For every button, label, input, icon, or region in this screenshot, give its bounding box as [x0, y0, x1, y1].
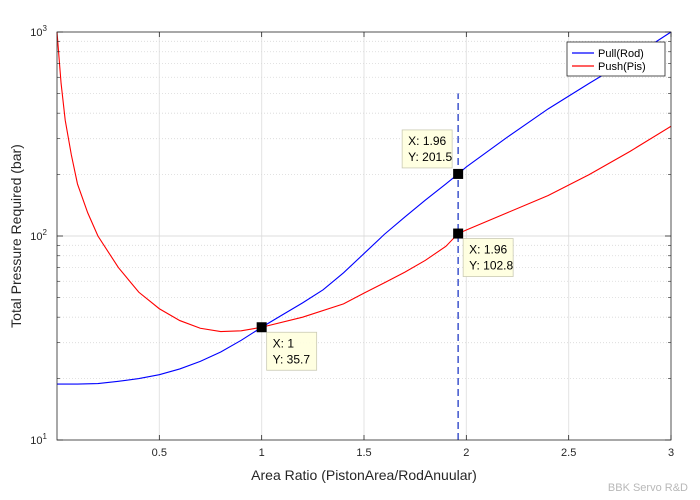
datatip-y-text: Y: 102.8	[469, 259, 513, 273]
grid	[57, 32, 671, 440]
datatip: X: 1.96 Y: 201.5	[401, 129, 464, 179]
legend-box	[566, 41, 666, 77]
legend: Pull(Rod)Push(Pis)	[566, 41, 666, 77]
x-axis-label: Area Ratio (PistonArea/RodAnuular)	[251, 467, 477, 483]
y-tick-label: 102	[30, 228, 47, 243]
datatip-box	[401, 129, 453, 169]
datatip-x-text: X: 1.96	[469, 243, 507, 257]
x-tick-label: 2.5	[561, 447, 576, 459]
y-tick-label: 101	[30, 432, 47, 447]
legend-entry: Pull(Rod)	[598, 48, 644, 60]
y-tick-exponent: 1	[43, 432, 48, 441]
x-tick-label: 3	[668, 447, 674, 459]
datatip-layer: X: 1 Y: 35.7 X: 1.96 Y: 201.5 X: 1.96 Y: 102.…	[256, 129, 514, 371]
x-tick-label: 2	[463, 447, 469, 459]
datatip-x-text: X: 1.96	[408, 134, 446, 148]
tick-layer: 0.5 1 1.5 2 2.5 3 101 102 103	[30, 24, 674, 459]
x-tick-label: 0.5	[152, 447, 167, 459]
y-tick-exponent: 2	[43, 228, 48, 237]
y-axis-label: Total Pressure Required (bar)	[8, 144, 24, 328]
datatip-marker	[453, 228, 464, 239]
datatip: X: 1 Y: 35.7	[256, 322, 318, 371]
y-tick-exponent: 3	[43, 24, 48, 33]
datatip-y-text: Y: 201.5	[408, 150, 452, 164]
datatip: X: 1.96 Y: 102.8	[453, 228, 514, 277]
x-tick-label: 1.5	[356, 447, 371, 459]
legend-entry: Push(Pis)	[598, 61, 646, 73]
series-line-pull	[57, 31, 672, 385]
y-tick-label: 103	[30, 24, 47, 39]
x-tick-label: 1	[259, 447, 265, 459]
datatip-box	[462, 238, 514, 277]
datatip-marker	[256, 322, 267, 333]
datatip-box	[266, 331, 318, 371]
datatip-y-text: Y: 35.7	[273, 352, 311, 366]
watermark: BBK Servo R&D	[607, 482, 688, 494]
datatip-x-text: X: 1	[273, 336, 295, 350]
axis-titles: Area Ratio (PistonArea/RodAnuular) Total…	[8, 144, 477, 483]
datatip-marker	[453, 168, 464, 179]
